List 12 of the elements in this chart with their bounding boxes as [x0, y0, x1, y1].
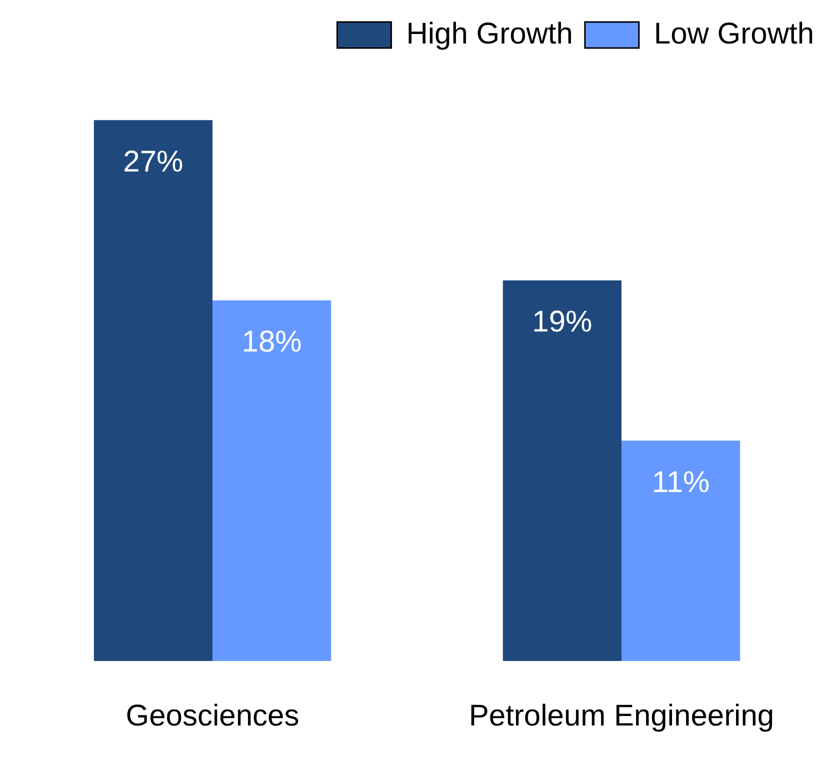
bar	[94, 120, 212, 661]
data-label: 11%	[652, 466, 710, 499]
legend-label: Low Growth	[654, 17, 814, 50]
bar	[212, 300, 332, 661]
data-label: 27%	[123, 145, 184, 178]
data-label: 18%	[242, 326, 302, 359]
x-tick-label: Geosciences	[126, 699, 300, 732]
data-label: 19%	[532, 306, 592, 339]
legend-label: High Growth	[406, 17, 573, 50]
x-tick-label: Petroleum Engineering	[468, 699, 774, 732]
bar	[502, 280, 622, 661]
bar	[622, 440, 740, 661]
